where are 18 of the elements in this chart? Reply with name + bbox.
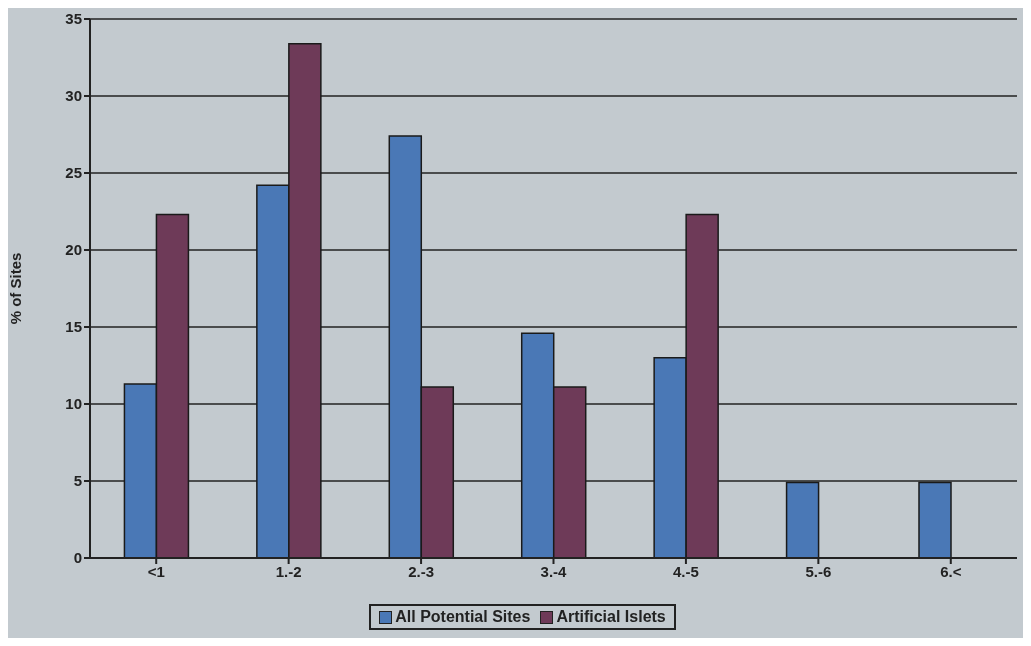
x-tick-label: 1.-2	[275, 562, 302, 580]
x-tick-label: 2.-3	[408, 562, 434, 580]
y-tick-label: 30	[65, 87, 82, 105]
legend-label: Artificial Islets	[555, 608, 666, 626]
legend-label: All Potential Sites	[394, 608, 531, 626]
y-tick-label: 25	[65, 164, 82, 182]
x-tick-label: 4.-5	[673, 562, 699, 580]
x-tick-label: 6.<	[940, 562, 962, 580]
y-tick-label: 10	[65, 395, 82, 413]
y-tick-label: 0	[73, 549, 82, 567]
x-tick-label: 3.-4	[540, 562, 568, 580]
y-axis-title: % of Sites	[7, 252, 25, 325]
x-tick-label: 5.-6	[805, 562, 832, 580]
y-tick-label: 20	[65, 241, 82, 259]
y-tick-label: 35	[65, 10, 82, 28]
y-tick-label: 5	[73, 472, 82, 490]
y-tick-label: 15	[65, 318, 82, 336]
x-tick-label: <1	[147, 562, 165, 580]
